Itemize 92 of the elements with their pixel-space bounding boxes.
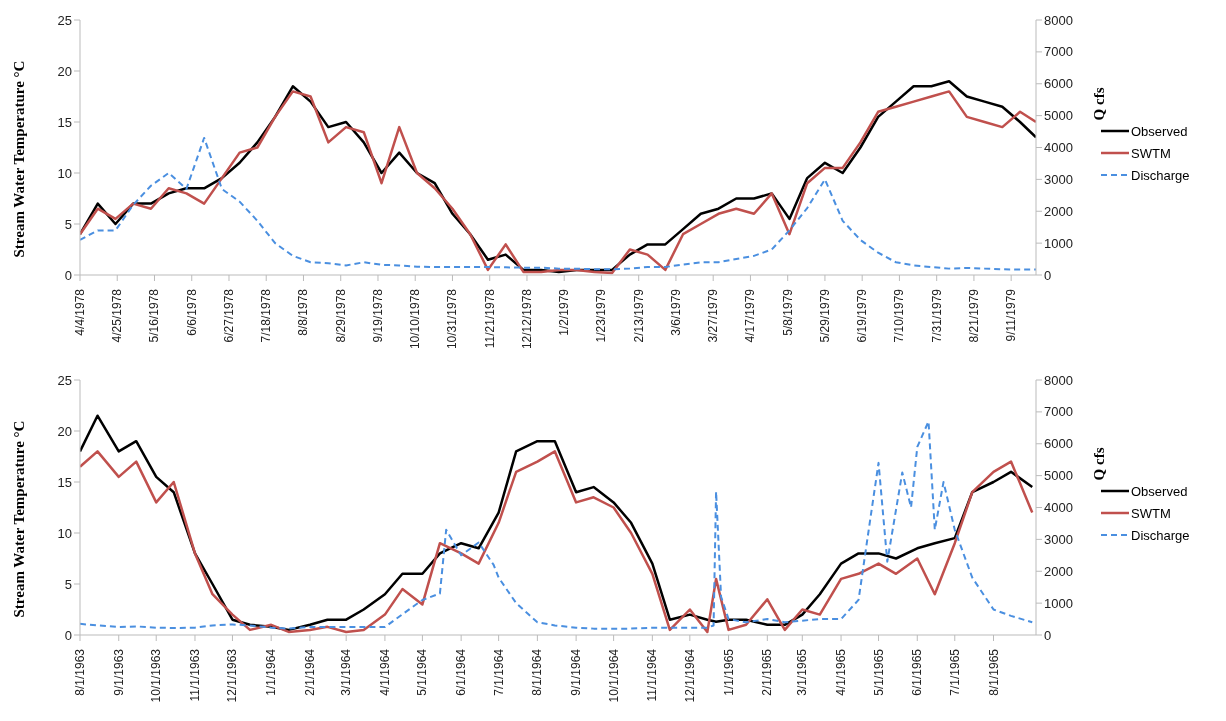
- x-tick-label: 2/1/1964: [302, 648, 317, 696]
- y2-tick-label: 5000: [1044, 468, 1073, 484]
- y-tick-label: 20: [57, 63, 72, 79]
- x-tick-label: 10/10/1978: [408, 288, 423, 350]
- x-tick-label: 10/1/1963: [149, 648, 164, 703]
- x-tick-label: 2/13/1979: [631, 288, 646, 343]
- x-tick-label: 6/19/1979: [855, 288, 870, 343]
- x-tick-label: 9/11/1979: [1004, 288, 1019, 342]
- y-tick-label: 20: [57, 423, 72, 439]
- x-tick-label: 10/1/1964: [606, 648, 621, 703]
- x-tick-label: 2/1/1965: [760, 648, 775, 696]
- x-tick-label: 5/1/1965: [871, 648, 886, 696]
- x-tick-label: 9/1/1963: [111, 648, 126, 696]
- x-tick-label: 7/1/1964: [491, 648, 506, 696]
- x-tick-label: 12/1/1963: [225, 648, 240, 703]
- y-tick-label: 15: [57, 114, 72, 130]
- y2-tick-label: 1000: [1044, 595, 1073, 611]
- x-tick-label: 8/8/1978: [296, 288, 311, 336]
- y2-tick-label: 2000: [1044, 563, 1073, 579]
- x-tick-label: 1/23/1979: [594, 288, 609, 343]
- y2-tick-label: 6000: [1044, 76, 1073, 92]
- y2-axis-title: Q cfs: [1091, 87, 1108, 121]
- y2-tick-label: 8000: [1044, 12, 1073, 28]
- y2-tick-label: 3000: [1044, 531, 1073, 547]
- x-tick-label: 5/16/1978: [147, 288, 162, 343]
- x-tick-label: 8/21/1979: [966, 288, 981, 343]
- y-tick-label: 5: [64, 216, 72, 232]
- x-tick-label: 11/1/1963: [187, 648, 202, 702]
- x-tick-label: 4/17/1979: [743, 288, 758, 343]
- y2-tick-label: 7000: [1044, 44, 1073, 60]
- y2-tick-label: 4000: [1044, 140, 1073, 156]
- x-tick-label: 4/1/1964: [377, 648, 392, 696]
- y2-axis-title: Q cfs: [1091, 447, 1108, 481]
- y-tick-label: 0: [64, 267, 72, 283]
- x-tick-label: 11/21/1978: [482, 288, 497, 349]
- y2-tick-label: 2000: [1044, 203, 1073, 219]
- x-tick-label: 4/1/1965: [834, 648, 849, 696]
- y2-tick-label: 6000: [1044, 436, 1073, 452]
- x-tick-label: 7/31/1979: [929, 288, 944, 343]
- x-tick-label: 11/1/1964: [645, 648, 660, 702]
- x-tick-label: 6/1/1964: [454, 648, 469, 696]
- y-tick-label: 5: [64, 576, 72, 592]
- x-tick-label: 9/1/1964: [569, 648, 584, 696]
- x-tick-label: 1/1/1965: [721, 648, 736, 696]
- y-tick-label: 10: [57, 165, 72, 181]
- line-series: [80, 136, 1036, 271]
- y-tick-label: 15: [57, 474, 72, 490]
- x-tick-label: 3/1/1965: [795, 648, 810, 696]
- x-tick-label: 8/1/1964: [530, 648, 545, 696]
- legend-label: Observed: [1131, 483, 1188, 499]
- x-tick-label: 6/27/1978: [221, 288, 236, 343]
- legend-label: Discharge: [1131, 527, 1190, 543]
- x-tick-label: 5/29/1979: [817, 288, 832, 343]
- x-tick-label: 10/31/1978: [445, 288, 460, 350]
- y-tick-label: 10: [57, 525, 72, 541]
- x-tick-label: 7/18/1978: [259, 288, 274, 343]
- y2-tick-label: 7000: [1044, 404, 1073, 420]
- x-tick-label: 6/1/1965: [910, 648, 925, 696]
- y2-tick-label: 5000: [1044, 108, 1073, 124]
- x-tick-label: 4/25/1978: [110, 288, 125, 343]
- x-tick-label: 3/1/1964: [339, 648, 354, 696]
- y-axis-title: Stream Water Temperature °C: [11, 60, 28, 258]
- x-tick-label: 3/27/1979: [706, 288, 721, 343]
- legend-label: Observed: [1131, 123, 1188, 139]
- y2-tick-label: 0: [1044, 627, 1052, 643]
- x-tick-label: 12/12/1978: [519, 288, 534, 350]
- x-tick-label: 1/1/1964: [264, 648, 279, 696]
- y-tick-label: 25: [57, 372, 72, 388]
- y2-tick-label: 4000: [1044, 500, 1073, 516]
- x-tick-label: 7/1/1965: [947, 648, 962, 696]
- x-tick-label: 6/6/1978: [184, 288, 199, 336]
- x-tick-label: 5/8/1979: [780, 288, 795, 336]
- x-tick-label: 12/1/1964: [682, 648, 697, 703]
- legend-label: Discharge: [1131, 167, 1190, 183]
- x-tick-label: 3/6/1979: [668, 288, 683, 336]
- y-tick-label: 25: [57, 12, 72, 28]
- x-tick-label: 4/4/1978: [73, 288, 87, 336]
- y-tick-label: 0: [64, 627, 72, 643]
- legend-label: SWTM: [1131, 145, 1171, 161]
- y2-tick-label: 3000: [1044, 171, 1073, 187]
- y2-tick-label: 0: [1044, 267, 1052, 283]
- x-tick-label: 8/29/1978: [333, 288, 348, 343]
- y2-tick-label: 8000: [1044, 372, 1073, 388]
- y-axis-title: Stream Water Temperature °C: [11, 420, 28, 618]
- legend-label: SWTM: [1131, 505, 1171, 521]
- x-tick-label: 8/1/1963: [73, 648, 87, 696]
- x-tick-label: 1/2/1979: [557, 288, 572, 336]
- x-tick-label: 5/1/1964: [415, 648, 430, 696]
- y2-tick-label: 1000: [1044, 235, 1073, 251]
- x-tick-label: 7/10/1979: [892, 288, 907, 343]
- x-tick-label: 8/1/1965: [986, 648, 1001, 696]
- x-tick-label: 9/19/1978: [370, 288, 385, 343]
